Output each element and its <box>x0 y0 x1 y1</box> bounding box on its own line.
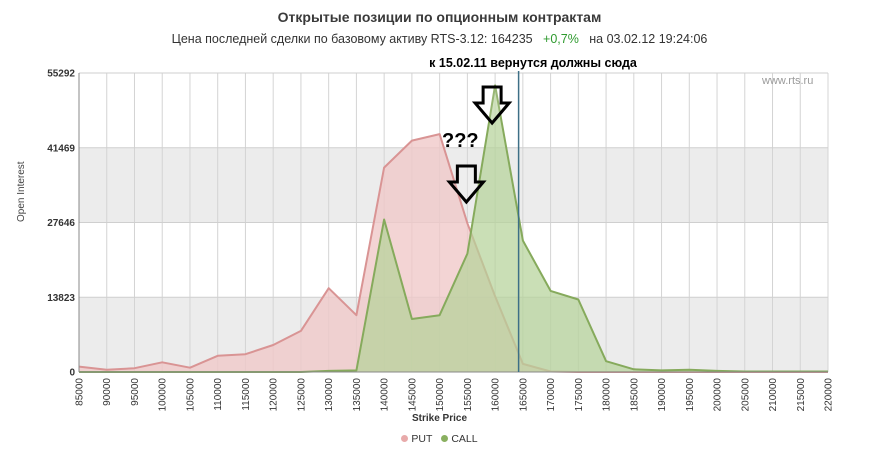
y-tick-label: 13823 <box>47 293 75 304</box>
x-tick-label: 180000 <box>602 378 613 412</box>
y-axis-label: Open Interest <box>16 161 27 222</box>
x-tick-label: 85000 <box>75 378 86 406</box>
y-tick-label: 55292 <box>47 69 75 80</box>
x-tick-label: 215000 <box>796 378 807 412</box>
x-tick-label: 165000 <box>518 378 529 412</box>
x-tick-label: 130000 <box>324 378 335 412</box>
x-tick-label: 120000 <box>269 378 280 412</box>
x-axis-label: Strike Price <box>411 413 468 424</box>
question-marks: ??? <box>442 130 479 152</box>
x-tick-label: 90000 <box>102 378 113 406</box>
x-tick-label: 145000 <box>407 378 418 412</box>
chart-title: Открытые позиции по опционным контрактам <box>277 9 602 25</box>
x-tick-label: 105000 <box>185 378 196 412</box>
x-tick-label: 175000 <box>574 378 585 412</box>
x-tick-label: 170000 <box>546 378 557 412</box>
x-tick-label: 140000 <box>380 378 391 412</box>
x-tick-label: 150000 <box>435 378 446 412</box>
down-arrow-icon <box>471 85 513 126</box>
x-tick-label: 195000 <box>685 378 696 412</box>
legend-item-put[interactable]: PUT <box>401 433 432 445</box>
subtitle-date: на 03.02.12 19:24:06 <box>589 32 708 46</box>
x-tick-label: 155000 <box>463 378 474 412</box>
legend-item-call[interactable]: CALL <box>441 433 478 445</box>
chart-subtitle: Цена последней сделки по базовому активу… <box>0 32 879 46</box>
x-tick-label: 220000 <box>824 378 835 412</box>
y-tick-label: 41469 <box>47 143 75 154</box>
x-tick-label: 125000 <box>296 378 307 412</box>
series-area-put <box>79 134 828 372</box>
legend-call-label: CALL <box>451 433 478 445</box>
x-tick-label: 135000 <box>352 378 363 412</box>
x-tick-label: 200000 <box>713 378 724 412</box>
subtitle-prefix: Цена последней сделки по базовому активу… <box>171 32 488 46</box>
legend-put-dot <box>401 435 409 442</box>
y-tick-label: 0 <box>69 368 75 379</box>
x-tick-label: 100000 <box>158 378 169 412</box>
watermark: www.rts.ru <box>762 75 814 87</box>
down-arrow-icon <box>446 164 487 205</box>
annotation-note: к 15.02.11 вернутся должны сюда <box>429 56 637 70</box>
x-tick-label: 115000 <box>241 378 252 411</box>
legend-call-dot <box>441 435 449 442</box>
last-price: 164235 <box>490 32 533 46</box>
x-tick-label: 160000 <box>491 378 502 412</box>
x-tick-label: 190000 <box>657 378 668 412</box>
x-tick-label: 110000 <box>213 378 224 411</box>
series-area-call <box>79 85 828 373</box>
y-tick-label: 27646 <box>47 218 75 229</box>
legend: PUT CALL <box>0 433 879 445</box>
x-tick-label: 205000 <box>740 378 751 412</box>
legend-put-label: PUT <box>411 433 433 445</box>
x-tick-label: 210000 <box>768 378 779 412</box>
x-tick-label: 95000 <box>130 378 141 406</box>
price-change: +0,7% <box>543 32 579 46</box>
x-tick-label: 185000 <box>629 378 640 412</box>
